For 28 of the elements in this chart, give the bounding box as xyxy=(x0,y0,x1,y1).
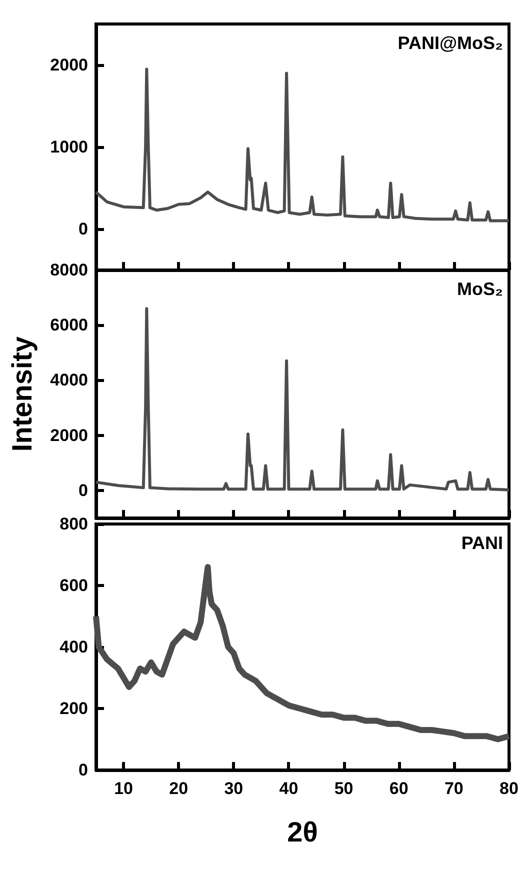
x-tick-label: 60 xyxy=(389,779,408,798)
y-tick-label: 800 xyxy=(60,514,88,534)
y-axis-title: Intensity xyxy=(6,336,38,452)
x-tick-label: 70 xyxy=(444,779,464,798)
y-tick-label: 0 xyxy=(78,480,88,500)
annotation: PANI xyxy=(461,533,504,553)
y-tick-label: 6000 xyxy=(50,316,88,335)
y-tick-label: 0 xyxy=(78,760,88,780)
x-tick-label: 10 xyxy=(114,779,133,798)
x-tick-label: 80 xyxy=(500,779,518,798)
annotation: PANI@MoS₂ xyxy=(398,33,504,53)
x-tick-label: 40 xyxy=(279,779,298,798)
line-series xyxy=(94,307,510,492)
x-tick-label: 50 xyxy=(334,779,354,798)
y-tick-label: 400 xyxy=(60,638,88,656)
y-tick-label: 4000 xyxy=(50,370,88,390)
y-tick-label: 2000 xyxy=(50,56,88,74)
y-tick-label: 8000 xyxy=(50,260,88,280)
y-tick-label: 1000 xyxy=(50,138,88,156)
x-axis-title: 2θ xyxy=(287,816,318,848)
y-tick-label: 0 xyxy=(78,220,88,238)
annotation: MoS₂ xyxy=(457,279,504,299)
y-tick-label: 600 xyxy=(60,576,88,595)
x-tick-label: 30 xyxy=(224,779,244,798)
y-tick-label: 2000 xyxy=(50,426,88,445)
line-series xyxy=(94,68,510,222)
y-tick-label: 200 xyxy=(60,699,88,718)
x-tick-label: 20 xyxy=(169,779,188,798)
